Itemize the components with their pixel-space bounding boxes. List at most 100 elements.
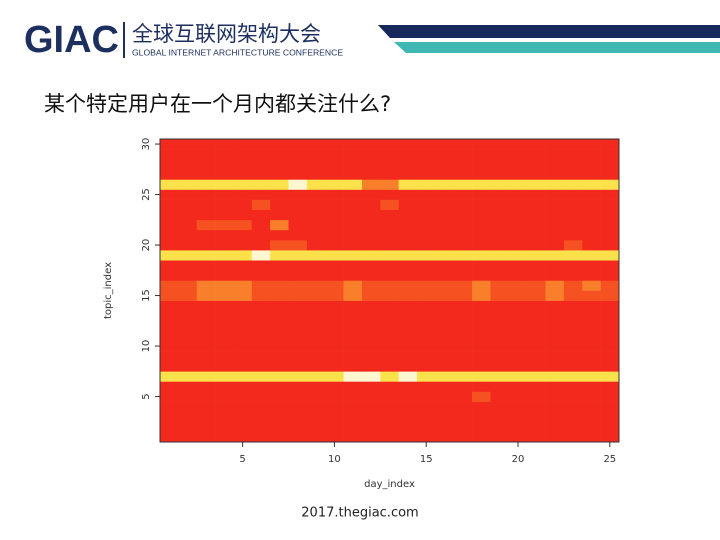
cell bbox=[196, 250, 216, 261]
cell bbox=[160, 179, 179, 190]
cell bbox=[215, 310, 234, 322]
cell bbox=[398, 351, 418, 362]
cell bbox=[251, 290, 271, 301]
cell bbox=[582, 139, 601, 150]
cell bbox=[196, 260, 216, 271]
cell bbox=[288, 270, 308, 281]
cell bbox=[417, 371, 436, 382]
cell bbox=[343, 260, 363, 271]
cell bbox=[453, 149, 473, 160]
cell bbox=[453, 361, 473, 372]
cell bbox=[600, 341, 620, 352]
cell bbox=[196, 431, 216, 443]
cell bbox=[545, 139, 565, 150]
cell bbox=[343, 199, 363, 210]
cell bbox=[361, 341, 381, 352]
cell bbox=[178, 149, 198, 160]
cell bbox=[508, 139, 528, 150]
cell bbox=[361, 330, 381, 342]
cell bbox=[361, 250, 381, 261]
cell bbox=[582, 229, 601, 241]
cell bbox=[288, 330, 308, 342]
cell bbox=[545, 159, 565, 170]
cell bbox=[288, 149, 308, 160]
cell bbox=[398, 219, 418, 231]
cell bbox=[215, 330, 234, 342]
cell bbox=[472, 199, 491, 210]
cell bbox=[563, 391, 583, 402]
cell bbox=[251, 199, 271, 210]
cell bbox=[472, 411, 491, 423]
cell bbox=[380, 310, 399, 322]
cell bbox=[233, 189, 253, 200]
cell bbox=[435, 391, 455, 402]
cell bbox=[160, 411, 179, 423]
cell bbox=[343, 361, 363, 372]
cell bbox=[417, 219, 436, 231]
cell bbox=[306, 139, 326, 150]
cell bbox=[160, 229, 179, 241]
cell bbox=[417, 330, 436, 342]
cell bbox=[600, 371, 620, 382]
cell bbox=[233, 199, 253, 210]
cell bbox=[343, 240, 363, 251]
cell bbox=[453, 290, 473, 301]
cell bbox=[215, 189, 234, 200]
cell bbox=[600, 391, 620, 402]
cell bbox=[417, 411, 436, 423]
cell bbox=[380, 199, 399, 210]
cell bbox=[270, 290, 289, 301]
cell bbox=[398, 270, 418, 281]
cell bbox=[545, 401, 565, 412]
cell bbox=[563, 199, 583, 210]
cell bbox=[417, 270, 436, 281]
cell bbox=[251, 411, 271, 423]
cell bbox=[270, 401, 289, 412]
cell bbox=[233, 240, 253, 251]
cell bbox=[160, 401, 179, 412]
cell bbox=[417, 401, 436, 412]
cell bbox=[582, 209, 601, 221]
cell bbox=[178, 290, 198, 301]
cell bbox=[472, 219, 491, 231]
cell bbox=[600, 290, 620, 301]
cell bbox=[361, 179, 381, 190]
cell bbox=[508, 341, 528, 352]
cell bbox=[435, 431, 455, 443]
cell bbox=[508, 431, 528, 443]
cell bbox=[196, 421, 216, 433]
cell bbox=[361, 290, 381, 301]
cell bbox=[490, 240, 510, 251]
cell bbox=[380, 280, 399, 291]
cell bbox=[563, 169, 583, 180]
cell bbox=[582, 431, 601, 443]
cell bbox=[325, 139, 344, 150]
cell bbox=[453, 169, 473, 180]
cell bbox=[196, 209, 216, 221]
cell bbox=[600, 139, 620, 150]
cell bbox=[233, 250, 253, 261]
cell bbox=[325, 300, 344, 311]
cell bbox=[453, 330, 473, 342]
cell bbox=[160, 290, 179, 301]
cell bbox=[196, 351, 216, 362]
cell bbox=[582, 179, 601, 190]
cell bbox=[582, 250, 601, 261]
cell bbox=[361, 149, 381, 160]
header-bar bbox=[378, 25, 720, 38]
cell bbox=[233, 330, 253, 342]
cell bbox=[527, 371, 546, 382]
cell bbox=[435, 270, 455, 281]
cell bbox=[196, 179, 216, 190]
cell bbox=[288, 431, 308, 443]
cell bbox=[361, 199, 381, 210]
cell bbox=[398, 260, 418, 271]
cell bbox=[508, 401, 528, 412]
cell bbox=[545, 149, 565, 160]
cell bbox=[472, 149, 491, 160]
cell bbox=[325, 229, 344, 241]
cell bbox=[196, 371, 216, 382]
cell bbox=[343, 250, 363, 261]
cell bbox=[582, 411, 601, 423]
cell bbox=[435, 401, 455, 412]
